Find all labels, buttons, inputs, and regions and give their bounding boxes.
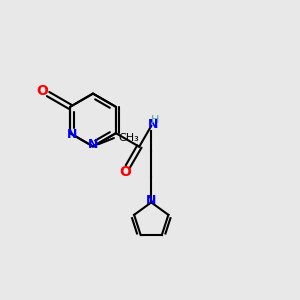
Text: N: N — [148, 118, 158, 131]
Text: N: N — [67, 128, 78, 141]
Text: N: N — [88, 137, 98, 151]
Text: O: O — [36, 84, 48, 98]
Text: N: N — [146, 194, 156, 207]
Text: CH₃: CH₃ — [118, 133, 139, 143]
Text: H: H — [151, 115, 160, 125]
Text: O: O — [119, 165, 130, 179]
